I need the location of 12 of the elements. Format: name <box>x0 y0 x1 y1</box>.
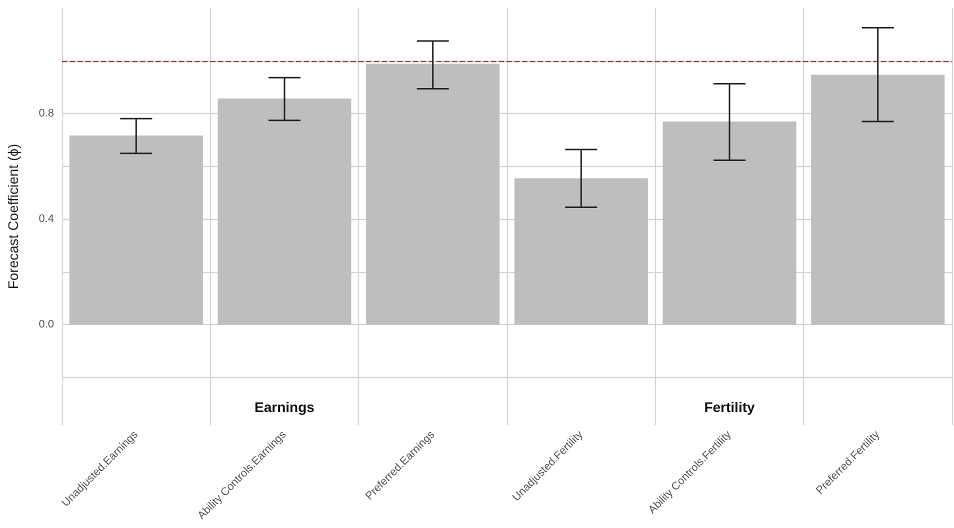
bar <box>811 74 945 325</box>
y-tick-label: 0.4 <box>38 213 54 226</box>
annotation: Earnings <box>254 399 315 415</box>
bar <box>218 98 352 325</box>
bar <box>69 135 203 325</box>
y-tick-label: 0.0 <box>38 318 54 331</box>
y-tick-label: 0.8 <box>38 108 54 120</box>
bar <box>662 121 796 325</box>
bar <box>366 64 500 325</box>
bar <box>514 178 648 325</box>
y-axis-title: Forecast Coefficient (ϕ) <box>5 144 21 290</box>
annotation: Fertility <box>704 399 755 415</box>
